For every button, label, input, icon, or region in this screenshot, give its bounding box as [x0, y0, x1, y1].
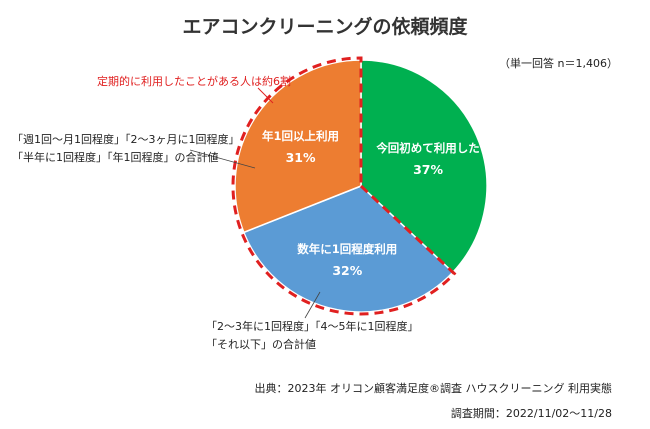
annotation-annual-breakdown: 「週1回～月1回程度」「2～3ヶ月に1回程度」 「半年に1回程度」「年1回程度」…	[12, 131, 240, 167]
chart-title: エアコンクリーニングの依頼頻度	[182, 16, 468, 38]
slice-category-label: 年1回以上利用	[262, 129, 339, 143]
source-text: 出典：2023年 オリコン顧客満足度®調査 ハウスクリーニング 利用実態	[254, 382, 612, 395]
annotation-multi-year-breakdown: 「2～3年に1回程度」「4～5年に1回程度」 「それ以下」の合計値	[206, 318, 419, 354]
sample-size-note: （単一回答 n＝1,406）	[499, 57, 618, 70]
slice-value-label: 37%	[413, 162, 443, 177]
highlight-dashed-outline	[231, 56, 457, 316]
annotation-line: 「週1回～月1回程度」「2～3ヶ月に1回程度」	[12, 133, 240, 146]
left-annotation-leader	[189, 149, 256, 169]
slice-value-label: 31%	[286, 150, 316, 165]
slice-category-label: 今回初めて利用した	[375, 141, 480, 155]
annotation-line: 「2～3年に1回程度」「4～5年に1回程度」	[206, 320, 419, 333]
highlight-callout: 定期的に利用したことがある人は約6割	[97, 75, 291, 88]
slice-category-label: 数年に1回程度利用	[297, 242, 397, 256]
pie-slice	[360, 59, 488, 274]
annotation-line: 「それ以下」の合計値	[206, 338, 316, 351]
slice-value-label: 32%	[332, 263, 362, 278]
survey-period-text: 調査期間：2022/11/02～11/28	[450, 407, 612, 420]
callout-leader-line	[257, 87, 274, 104]
bottom-annotation-leader	[304, 291, 321, 319]
pie-slice	[234, 59, 362, 234]
pie-slice	[242, 185, 454, 313]
annotation-line: 「半年に1回程度」「年1回程度」の合計値	[12, 151, 219, 164]
